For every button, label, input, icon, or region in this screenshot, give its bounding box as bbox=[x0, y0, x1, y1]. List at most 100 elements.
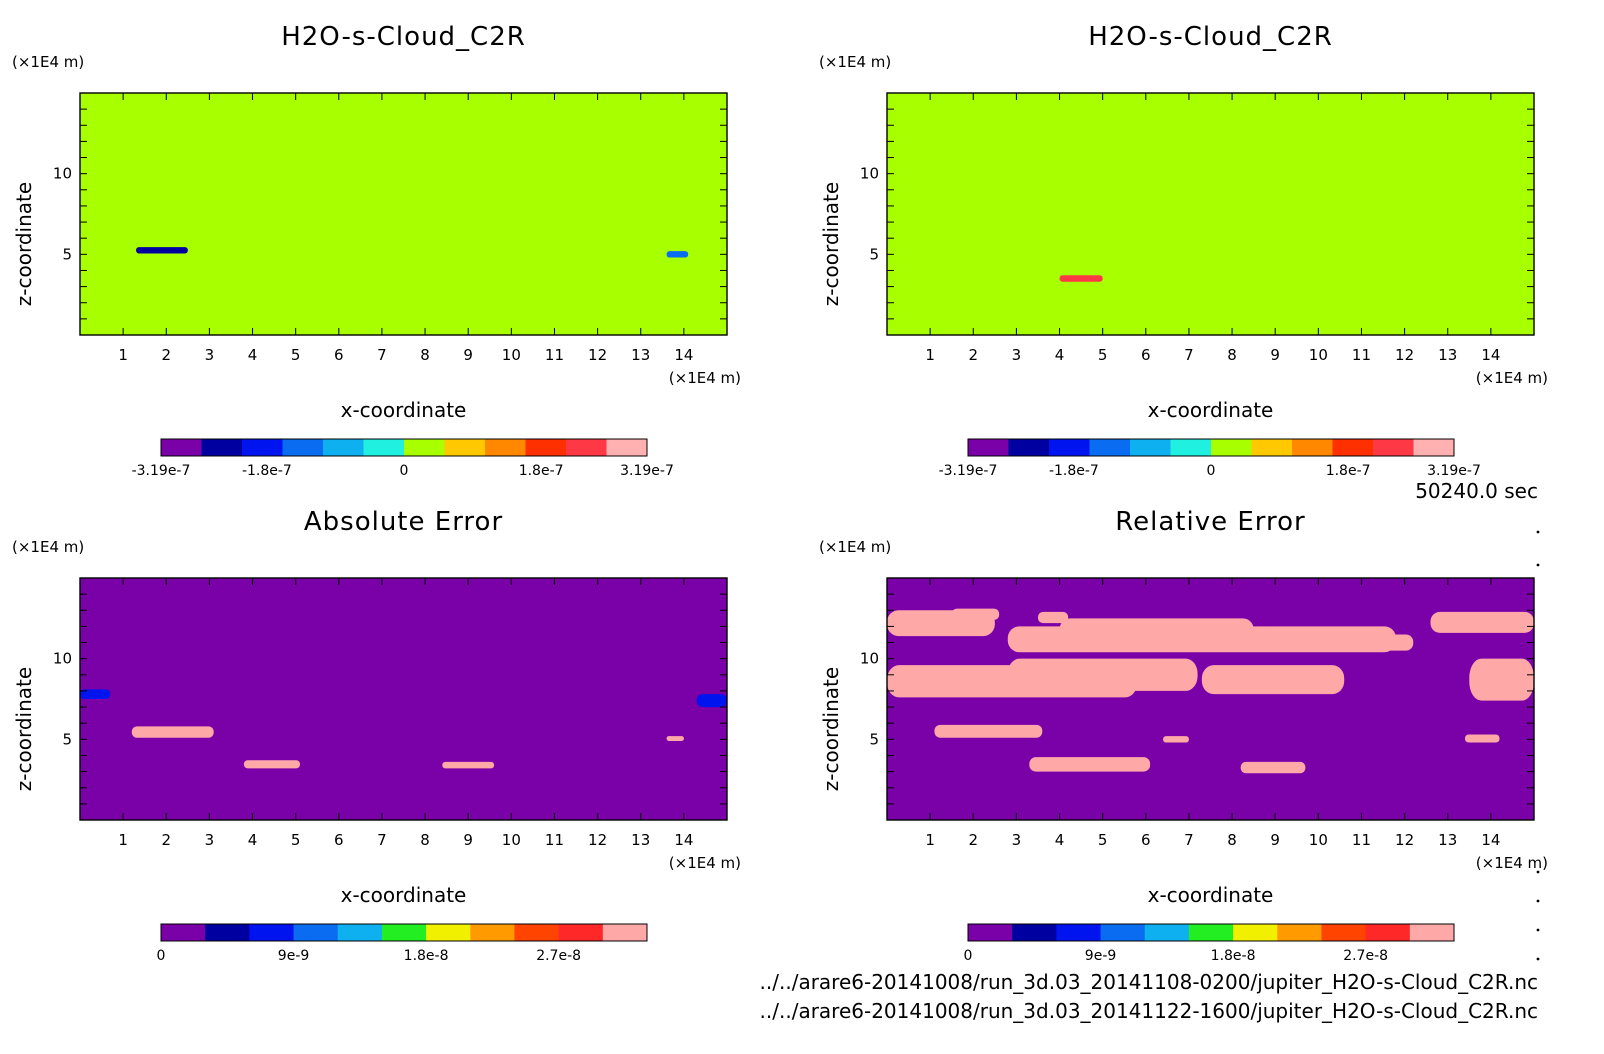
colorbar-segment bbox=[1211, 439, 1252, 456]
margin-dot bbox=[1536, 899, 1540, 903]
x-tick-label: 10 bbox=[502, 831, 521, 849]
y-tick-label: 10 bbox=[860, 650, 879, 668]
plot-frame bbox=[79, 577, 728, 821]
x-unit-label: (×1E4 m) bbox=[1476, 854, 1548, 872]
field-feature bbox=[1201, 665, 1345, 695]
x-tick-label: 10 bbox=[1309, 346, 1328, 364]
x-axis-label: x-coordinate bbox=[341, 398, 467, 422]
x-tick-label: 12 bbox=[1395, 346, 1414, 364]
x-tick-label: 13 bbox=[1438, 346, 1457, 364]
x-tick-label: 4 bbox=[248, 346, 258, 364]
colorbar-label: 3.19e-7 bbox=[620, 463, 674, 479]
x-tick-label: 5 bbox=[1098, 346, 1108, 364]
field-feature bbox=[934, 724, 1043, 738]
field-feature bbox=[1059, 618, 1254, 643]
x-tick-label: 14 bbox=[1481, 831, 1500, 849]
x-tick-label: 11 bbox=[545, 346, 564, 364]
field-feature bbox=[887, 131, 995, 148]
field-feature bbox=[1158, 249, 1189, 258]
field-feature bbox=[1163, 736, 1189, 743]
x-tick-label: 9 bbox=[1270, 831, 1280, 849]
x-tick-label: 5 bbox=[291, 831, 301, 849]
y-unit-label: (×1E4 m) bbox=[12, 53, 84, 71]
x-tick-label: 7 bbox=[377, 346, 387, 364]
colorbar-segment bbox=[426, 924, 471, 941]
field-feature bbox=[166, 180, 322, 216]
x-tick-label: 5 bbox=[1098, 831, 1108, 849]
x-tick-label: 4 bbox=[1055, 346, 1065, 364]
x-tick-label: 1 bbox=[925, 831, 935, 849]
file-path-1: ../../arare6-20141008/run_3d.03_20141108… bbox=[760, 970, 1538, 994]
file-path-2: ../../arare6-20141008/run_3d.03_20141122… bbox=[760, 999, 1538, 1023]
colorbar-label: -3.19e-7 bbox=[939, 463, 998, 479]
margin-dot bbox=[1536, 530, 1540, 534]
colorbar-segment bbox=[363, 439, 405, 456]
tick-marks bbox=[79, 577, 728, 821]
colorbar-segment bbox=[1277, 924, 1322, 941]
field-feature bbox=[666, 251, 689, 258]
tick-marks bbox=[886, 92, 1535, 336]
field-feature bbox=[205, 138, 408, 168]
field-feature bbox=[1111, 136, 1440, 166]
colorbar-segment bbox=[525, 439, 567, 456]
x-tick-label: 7 bbox=[377, 831, 387, 849]
colorbar-label: 1.8e-7 bbox=[519, 463, 564, 479]
x-unit-label: (×1E4 m) bbox=[669, 854, 741, 872]
colorbar-segment bbox=[404, 439, 445, 456]
y-tick-label: 5 bbox=[62, 245, 72, 263]
colorbar-segment bbox=[1056, 924, 1102, 941]
x-tick-label: 2 bbox=[968, 346, 978, 364]
panel-title: H2O-s-Cloud_C2R bbox=[281, 22, 526, 52]
x-tick-label: 7 bbox=[1184, 346, 1194, 364]
x-axis-label: x-coordinate bbox=[1148, 398, 1274, 422]
x-tick-label: 10 bbox=[502, 346, 521, 364]
margin-dots bbox=[1536, 530, 1540, 961]
field-feature bbox=[136, 247, 188, 254]
field-background bbox=[80, 578, 727, 820]
colorbar-segment bbox=[566, 439, 607, 456]
colorbar-segment bbox=[1321, 924, 1367, 941]
colorbar-segment bbox=[968, 924, 1013, 941]
x-tick-label: 9 bbox=[463, 831, 473, 849]
y-tick-label: 10 bbox=[860, 165, 879, 183]
colorbar-segment bbox=[1130, 439, 1171, 456]
x-tick-label: 1 bbox=[118, 831, 128, 849]
field-feature bbox=[1469, 167, 1534, 216]
x-tick-label: 3 bbox=[1012, 831, 1022, 849]
panel-title: H2O-s-Cloud_C2R bbox=[1088, 22, 1333, 52]
colorbar-label: 2.7e-8 bbox=[1343, 948, 1388, 964]
y-axis-label: z-coordinate bbox=[819, 182, 843, 306]
colorbar: 0 9e-9 1.8e-8 2.7e-8 bbox=[964, 923, 1455, 964]
field-background bbox=[887, 93, 1534, 335]
colorbar-label: 1.8e-8 bbox=[404, 948, 449, 964]
colorbar-label: 0 bbox=[400, 463, 409, 479]
x-tick-label: 7 bbox=[1184, 831, 1194, 849]
colorbar-segment bbox=[1188, 924, 1234, 941]
colorbar-frame bbox=[160, 923, 648, 942]
x-tick-label: 6 bbox=[1141, 831, 1151, 849]
field-feature bbox=[1007, 658, 1198, 691]
x-tick-label: 9 bbox=[1270, 346, 1280, 364]
field-feature bbox=[554, 131, 727, 152]
colorbar-segment bbox=[161, 439, 202, 456]
margin-dot bbox=[1536, 957, 1540, 961]
colorbar-segment bbox=[1100, 924, 1146, 941]
colorbar-label: 1.8e-8 bbox=[1211, 948, 1256, 964]
colorbar: 0 9e-9 1.8e-8 2.7e-8 bbox=[157, 923, 648, 964]
x-tick-label: 8 bbox=[420, 346, 430, 364]
panel-title: Relative Error bbox=[1115, 507, 1306, 537]
field bbox=[887, 578, 1534, 820]
colorbar-label: 1.8e-7 bbox=[1326, 463, 1371, 479]
panel-title: Absolute Error bbox=[304, 507, 503, 537]
colorbar-segment bbox=[1413, 439, 1455, 456]
field-feature bbox=[1037, 611, 1069, 624]
x-axis-label: x-coordinate bbox=[1148, 883, 1274, 907]
y-axis-label: z-coordinate bbox=[819, 667, 843, 791]
colorbar-label: 0 bbox=[157, 948, 166, 964]
colorbar-segment bbox=[1251, 439, 1293, 456]
field-feature bbox=[1124, 202, 1185, 223]
field-feature bbox=[399, 180, 451, 197]
colorbar-segment bbox=[1373, 439, 1414, 456]
colorbar-segment bbox=[205, 924, 250, 941]
